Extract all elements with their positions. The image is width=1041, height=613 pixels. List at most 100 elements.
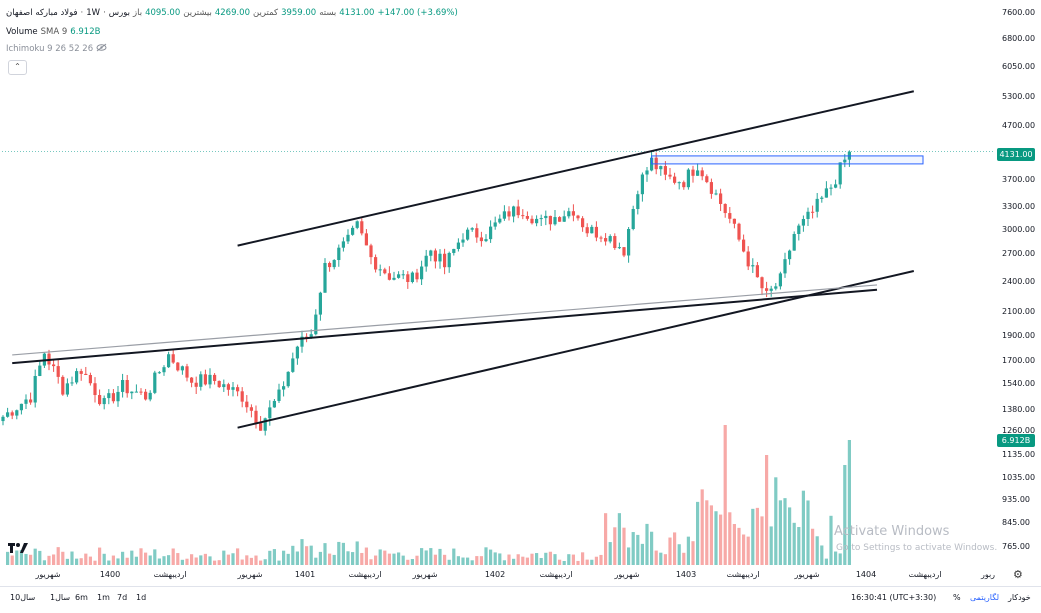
candle-body <box>539 218 543 220</box>
settings-gear-icon[interactable]: ⚙ <box>1013 568 1023 581</box>
ichimoku-legend[interactable]: Ichimoku 9 26 52 26 <box>6 43 107 55</box>
candle-body <box>516 206 520 216</box>
candle-body <box>98 395 102 405</box>
candle-body <box>1 416 5 422</box>
clock[interactable]: 16:30:41 (UTC+3:30) <box>851 593 937 602</box>
timeframe-1y[interactable]: 1سال <box>50 593 71 602</box>
candle-body <box>116 391 120 402</box>
timeframe-6m[interactable]: 6m <box>75 593 88 602</box>
volume-bar <box>332 554 336 565</box>
collapse-legend-button[interactable]: ⌃ <box>8 60 27 75</box>
volume-bar <box>636 534 640 565</box>
candle-body <box>484 239 488 242</box>
volume-bar <box>268 550 272 565</box>
candle-body <box>282 386 286 390</box>
candle-body <box>558 217 562 222</box>
volume-bar <box>231 553 235 565</box>
volume-label: Volume <box>6 27 38 37</box>
timeframe-1d[interactable]: 1d <box>136 593 147 602</box>
high-label: بیشترین <box>183 8 212 18</box>
candle-body <box>323 262 327 293</box>
candle-body <box>594 226 598 238</box>
candle-body <box>245 401 249 408</box>
volume-bar <box>286 553 290 565</box>
volume-bar <box>314 557 318 565</box>
candle-body <box>691 169 695 176</box>
volume-bar <box>705 500 709 565</box>
volume-bar <box>590 559 594 565</box>
volume-bar <box>498 553 502 565</box>
candle-body <box>806 211 810 219</box>
candle-body <box>429 250 433 256</box>
candle-body <box>548 215 552 225</box>
candle-body <box>466 229 470 240</box>
candle-body <box>351 227 355 235</box>
symbol-header: فولاد مبارکه اصفهان · 1W · بورس باز 4095… <box>6 8 458 18</box>
candle-body <box>130 391 134 394</box>
high-value: 4269.00 <box>214 8 250 18</box>
close-value: 4131.00 <box>339 8 375 18</box>
candle-body <box>291 358 295 372</box>
volume-bar <box>185 558 189 565</box>
candle-body <box>765 288 769 291</box>
volume-bar <box>148 555 152 565</box>
candle-body <box>65 383 69 395</box>
timeframe-7d[interactable]: 7d <box>117 593 128 602</box>
candle-body <box>360 221 364 234</box>
volume-bar <box>79 558 83 565</box>
candle-body <box>300 336 304 347</box>
candle-body <box>378 269 382 271</box>
candle-body <box>203 374 207 385</box>
volume-bar <box>65 558 69 565</box>
log-toggle[interactable]: لگاریتمی <box>970 593 1000 602</box>
bottom-toolbar <box>0 586 1041 609</box>
interval[interactable]: 1W <box>86 8 101 18</box>
volume-bar <box>364 547 368 565</box>
price-tick-label: 7600.00 <box>1002 8 1035 17</box>
price-tick-label: 3300.00 <box>1002 202 1035 211</box>
candles <box>1 150 851 436</box>
timeframe-1m[interactable]: 1m <box>97 593 110 602</box>
time-tick-label: ربور <box>980 570 995 579</box>
volume-bar <box>6 551 10 565</box>
low-label: کمترین <box>253 8 279 18</box>
candle-body <box>176 362 180 371</box>
volume-bar <box>548 551 552 565</box>
volume-bar <box>341 542 345 565</box>
volume-bar <box>208 556 212 565</box>
volume-bar <box>277 560 281 565</box>
candle-body <box>314 314 318 335</box>
candle-body <box>171 354 175 363</box>
candle-body <box>19 403 23 411</box>
volume-bar <box>576 560 580 565</box>
volume-bar <box>751 508 755 565</box>
volume-bar <box>383 550 387 565</box>
candle-body <box>834 184 838 188</box>
candle-body <box>190 377 194 383</box>
symbol-title[interactable]: فولاد مبارکه اصفهان <box>6 8 78 18</box>
percent-toggle[interactable]: % <box>953 593 961 602</box>
candle-body <box>525 216 529 219</box>
volume-bar <box>530 553 534 565</box>
eye-hidden-icon[interactable] <box>96 43 107 55</box>
volume-bar <box>760 516 764 565</box>
candle-body <box>507 211 511 217</box>
candle-body <box>222 384 226 388</box>
timeframe-10y[interactable]: 10سال <box>10 593 36 602</box>
volume-bar <box>640 543 644 565</box>
volume-bar <box>539 557 543 565</box>
candle-body <box>185 366 189 378</box>
candle-body <box>682 182 686 188</box>
candle-body <box>61 376 65 395</box>
auto-toggle[interactable]: خودکار <box>1008 593 1031 602</box>
volume-bar <box>838 553 842 565</box>
candle-body <box>585 227 589 234</box>
trendlines <box>12 90 924 429</box>
candle-body <box>723 203 727 214</box>
tradingview-logo-icon[interactable] <box>8 540 28 554</box>
candle-body <box>604 238 608 242</box>
volume-bar <box>369 559 373 565</box>
price-tick-label: 2100.00 <box>1002 307 1035 316</box>
volume-legend[interactable]: Volume SMA 9 6.912B <box>6 27 100 37</box>
